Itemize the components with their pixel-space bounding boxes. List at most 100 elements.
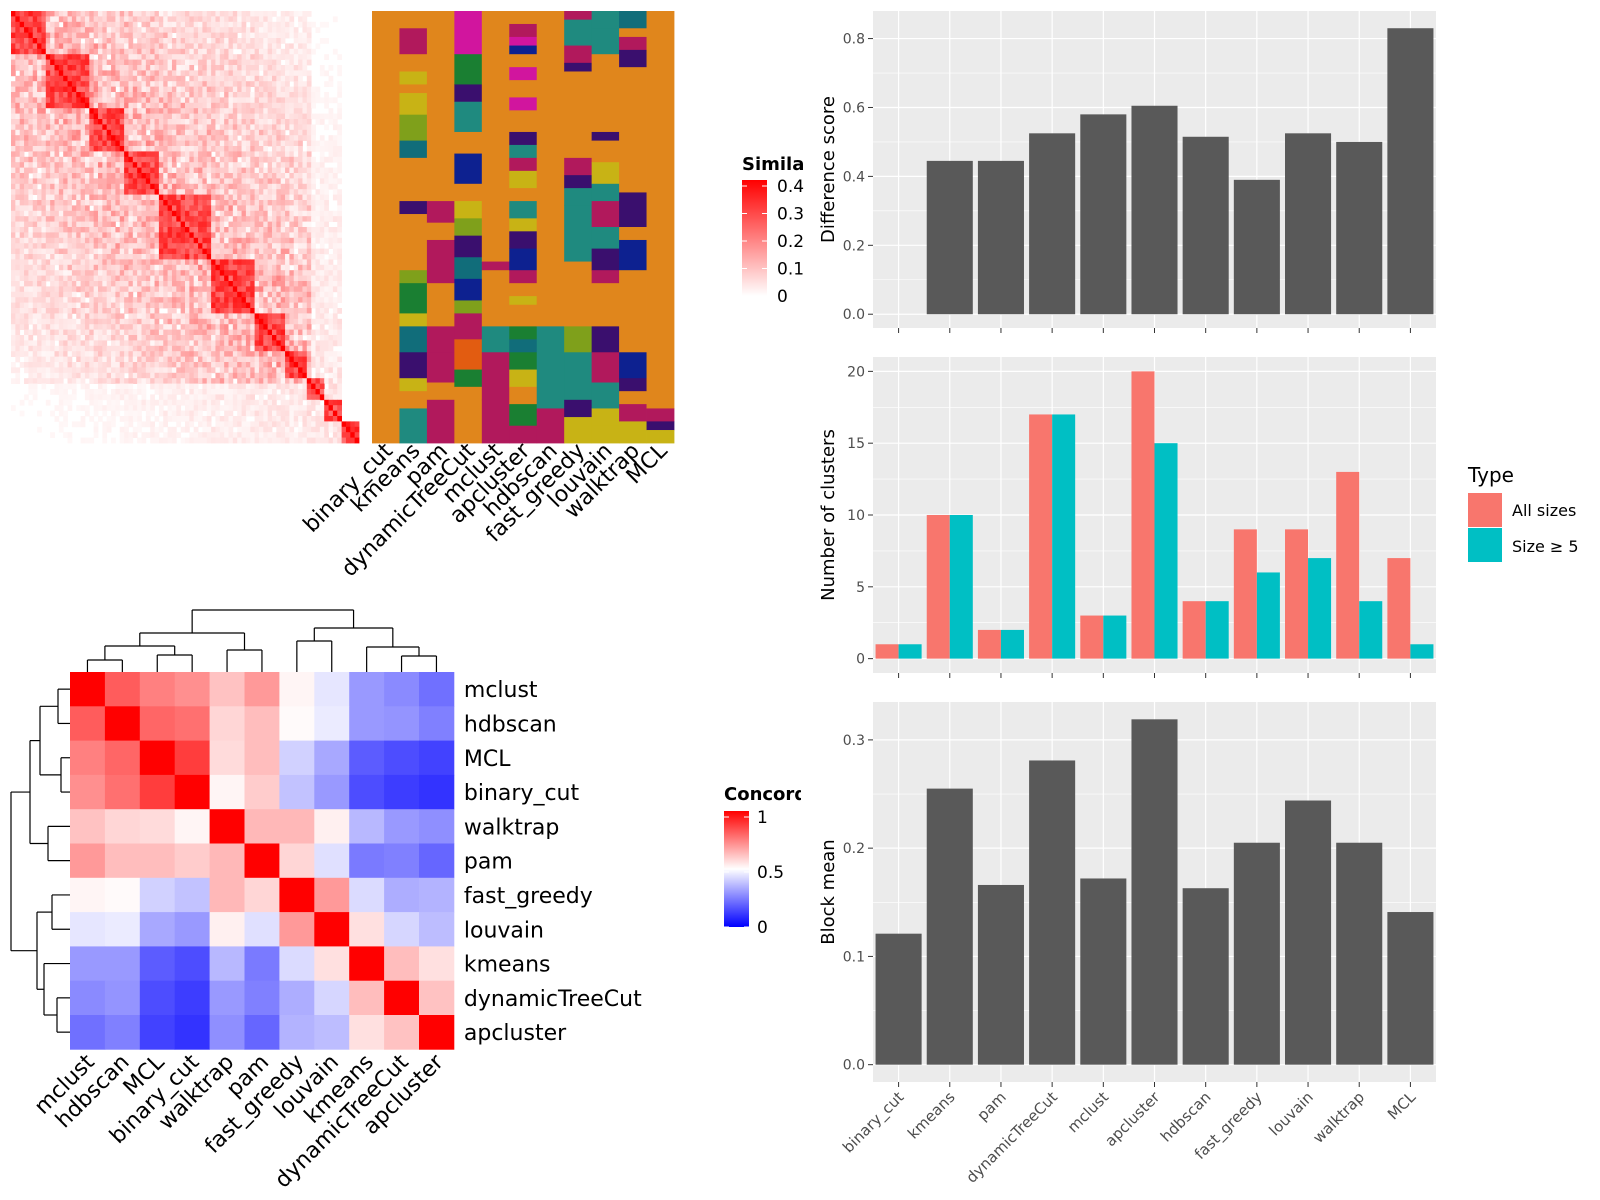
similarity-cell: [306, 329, 312, 336]
similarity-cell: [198, 151, 203, 158]
similarity-cell: [11, 318, 16, 325]
similarity-cell: [45, 43, 51, 50]
similarity-cell: [337, 178, 342, 185]
similarity-cell: [228, 291, 234, 298]
similarity-cell: [185, 81, 190, 87]
similarity-cell: [285, 178, 290, 185]
similarity-cell: [141, 162, 147, 168]
similarity-cell: [272, 200, 277, 206]
similarity-cell: [185, 340, 190, 347]
similarity-cell: [289, 92, 295, 98]
similarity-cell: [189, 248, 195, 255]
similarity-cell: [150, 162, 155, 168]
similarity-cell: [328, 313, 334, 320]
similarity-cell: [185, 275, 190, 282]
similarity-cell: [28, 281, 34, 287]
similarity-cell: [63, 113, 68, 120]
similarity-cell: [224, 216, 229, 222]
similarity-cell: [254, 351, 260, 357]
similarity-cell: [189, 108, 195, 114]
similarity-cell: [176, 65, 182, 71]
similarity-cell: [241, 227, 247, 233]
similarity-cell: [198, 59, 203, 66]
similarity-cell: [224, 372, 229, 379]
similarity-cell: [254, 81, 260, 87]
similarity-cell: [289, 124, 295, 131]
similarity-cell: [111, 135, 116, 141]
similarity-cell: [185, 167, 190, 174]
similarity-cell: [171, 362, 177, 368]
similarity-cell: [328, 329, 334, 336]
similarity-cell: [63, 32, 68, 39]
similarity-cell: [167, 178, 173, 185]
similarity-cell: [41, 356, 47, 363]
similarity-cell: [11, 135, 16, 141]
similarity-cell: [84, 281, 90, 287]
similarity-cell: [263, 173, 269, 179]
similarity-cell: [63, 362, 68, 368]
similarity-cell: [137, 351, 142, 357]
similarity-cell: [32, 108, 38, 114]
similarity-cell: [124, 102, 129, 109]
similarity-cell: [132, 156, 138, 163]
similarity-cell: [272, 318, 277, 325]
similarity-cell: [332, 237, 338, 244]
similarity-cell: [319, 113, 325, 120]
similarity-cell: [124, 124, 129, 131]
similarity-cell: [24, 221, 29, 228]
similarity-cell: [54, 38, 60, 44]
similarity-cell: [145, 378, 151, 384]
similarity-cell: [267, 11, 273, 17]
similarity-cell: [237, 27, 242, 33]
similarity-cell: [28, 200, 34, 206]
similarity-cell: [189, 146, 195, 152]
similarity-cell: [106, 308, 112, 314]
similarity-cell: [263, 372, 269, 379]
similarity-cell: [324, 227, 329, 233]
similarity-cell: [328, 270, 334, 276]
similarity-cell: [50, 308, 55, 314]
similarity-cell: [193, 248, 199, 255]
similarity-cell: [293, 119, 299, 125]
similarity-cell: [32, 351, 38, 357]
similarity-cell: [106, 32, 112, 39]
similarity-cell: [32, 232, 38, 239]
similarity-cell: [80, 32, 86, 39]
similarity-cell: [202, 351, 208, 357]
similarity-cell: [245, 275, 251, 282]
similarity-cell: [215, 27, 221, 33]
similarity-cell: [289, 32, 295, 39]
similarity-cell: [298, 156, 303, 163]
similarity-cell: [32, 65, 38, 71]
similarity-cell: [276, 205, 282, 212]
similarity-cell: [24, 302, 29, 309]
similarity-cell: [137, 345, 142, 352]
similarity-cell: [198, 75, 203, 82]
similarity-cell: [245, 140, 251, 147]
similarity-cell: [15, 48, 21, 55]
similarity-cell: [111, 362, 116, 368]
similarity-cell: [319, 237, 325, 244]
similarity-cell: [41, 237, 47, 244]
similarity-cell: [263, 318, 269, 325]
similarity-cell: [258, 216, 264, 222]
similarity-cell: [124, 221, 129, 228]
similarity-cell: [228, 140, 234, 147]
similarity-cell: [302, 124, 308, 131]
similarity-cell: [98, 378, 103, 384]
similarity-cell: [137, 243, 142, 249]
similarity-cell: [185, 86, 190, 93]
similarity-cell: [189, 318, 195, 325]
similarity-cell: [119, 345, 125, 352]
similarity-cell: [158, 221, 164, 228]
similarity-cell: [263, 146, 269, 152]
similarity-cell: [293, 140, 299, 147]
similarity-cell: [293, 75, 299, 82]
similarity-cell: [167, 151, 173, 158]
similarity-cell: [80, 345, 86, 352]
similarity-cell: [45, 48, 51, 55]
similarity-cell: [241, 194, 247, 201]
similarity-cell: [171, 54, 177, 60]
similarity-cell: [93, 119, 99, 125]
similarity-cell: [263, 297, 269, 303]
